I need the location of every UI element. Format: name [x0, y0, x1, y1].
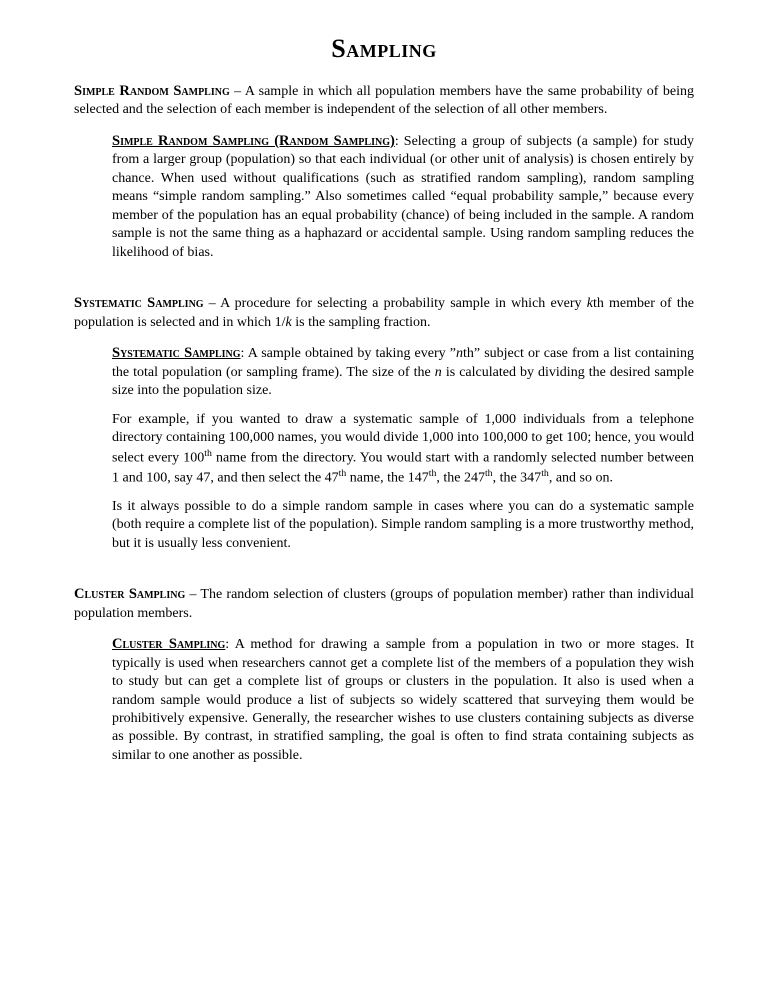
- sub-systematic: Systematic Sampling: A sample obtained b…: [112, 344, 694, 553]
- heading-cluster: Cluster Sampling: [74, 586, 185, 602]
- section-gap: [74, 563, 694, 585]
- sub-heading-simple-random: Simple Random Sampling (Random Sampling): [112, 133, 395, 149]
- section-gap: [74, 272, 694, 294]
- page-title: Sampling: [74, 34, 694, 64]
- sub-text: : Selecting a group of subjects (a sampl…: [112, 134, 694, 260]
- sub-para: For example, if you wanted to draw a sys…: [112, 411, 694, 488]
- section-cluster: Cluster Sampling – The random selection …: [74, 585, 694, 623]
- sub-text: : A method for drawing a sample from a p…: [112, 637, 694, 763]
- sub-para: Simple Random Sampling (Random Sampling)…: [112, 132, 694, 262]
- sub-heading-cluster: Cluster Sampling: [112, 636, 225, 652]
- heading-systematic: Systematic Sampling: [74, 295, 204, 311]
- section-simple-random: Simple Random Sampling – A sample in whi…: [74, 82, 694, 120]
- sub-simple-random: Simple Random Sampling (Random Sampling)…: [112, 132, 694, 262]
- sub-cluster: Cluster Sampling: A method for drawing a…: [112, 635, 694, 765]
- sub-para: Cluster Sampling: A method for drawing a…: [112, 635, 694, 765]
- document-page: Sampling Simple Random Sampling – A samp…: [0, 0, 768, 815]
- sub-para: Systematic Sampling: A sample obtained b…: [112, 344, 694, 400]
- sub-para: Is it always possible to do a simple ran…: [112, 498, 694, 553]
- section-systematic: Systematic Sampling – A procedure for se…: [74, 294, 694, 332]
- heading-simple-random: Simple Random Sampling: [74, 83, 230, 99]
- sub-heading-systematic: Systematic Sampling: [112, 345, 241, 361]
